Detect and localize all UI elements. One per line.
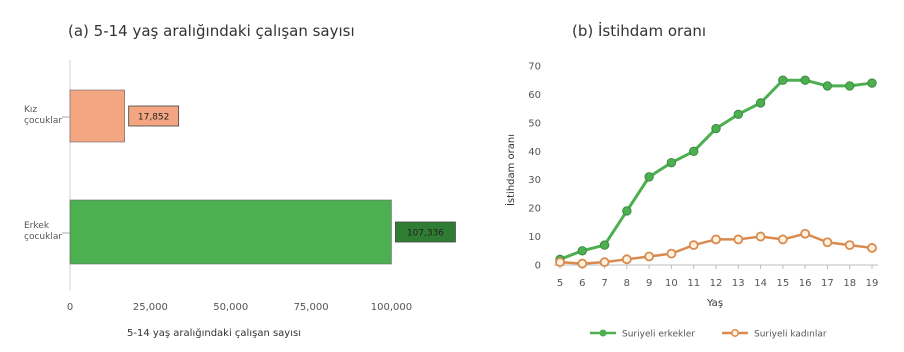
data-point-kadinlar xyxy=(777,234,788,245)
data-point-kadinlar xyxy=(867,243,877,253)
x-tick-label: 16 xyxy=(799,278,812,289)
y-tick-label: 40 xyxy=(528,147,541,158)
bar-erkek-cocuklar xyxy=(69,199,392,265)
category-label: çocuklar xyxy=(24,116,62,126)
data-point-erkekler xyxy=(733,109,743,120)
data-point-kadinlar xyxy=(688,240,699,251)
data-point-kadinlar xyxy=(733,234,744,245)
y-tick-label: 10 xyxy=(528,232,541,243)
x-tick-label: 25,000 xyxy=(133,302,168,313)
y-tick-label: 70 xyxy=(528,62,541,73)
data-point-erkekler xyxy=(845,81,855,91)
y-tick-label: 50 xyxy=(528,118,541,129)
bar-kiz-cocuklar xyxy=(69,89,125,143)
data-point-erkekler xyxy=(800,75,810,85)
line-chart-y-ticks: 0 10 20 30 40 50 60 70 xyxy=(528,62,541,272)
category-label: Erkek xyxy=(24,221,50,231)
data-point-erkekler xyxy=(689,146,699,156)
data-point-kadinlar xyxy=(666,248,677,259)
x-tick-label: 10 xyxy=(665,278,678,289)
data-point-erkekler xyxy=(711,123,721,134)
bar-chart-x-ticks: 0 25,000 50,000 75,000 100,000 xyxy=(67,302,412,313)
data-point-erkekler xyxy=(577,246,587,256)
data-label-box xyxy=(395,221,456,243)
x-tick-label: 9 xyxy=(646,278,652,289)
data-point-kadinlar xyxy=(644,251,655,262)
data-label: 107,336 xyxy=(407,229,444,239)
line-chart-y-axis-label: İstihdam oranı xyxy=(504,134,517,206)
category-label: çocuklar xyxy=(24,232,62,242)
line-chart-x-axis-label: Yaş xyxy=(706,298,723,309)
series-line-erkekler xyxy=(559,78,873,261)
category-label: Kız xyxy=(24,105,37,115)
data-point-erkekler xyxy=(755,98,766,108)
data-point-erkekler xyxy=(778,75,788,85)
x-tick-label: 18 xyxy=(843,278,856,289)
x-tick-label: 11 xyxy=(687,278,700,289)
data-label-group: 107,336 xyxy=(395,221,456,243)
data-point-kadinlar xyxy=(599,257,610,268)
line-chart-x-ticks: 5 6 7 8 9 10 11 12 13 14 15 16 17 18 19 xyxy=(557,265,879,289)
data-point-erkekler xyxy=(666,157,677,168)
bar-chart-x-axis-label: 5-14 yaş aralığındaki çalışan sayısı xyxy=(127,327,301,339)
data-point-erkekler xyxy=(644,172,654,182)
data-point-erkekler xyxy=(622,206,632,216)
data-point-kadinlar xyxy=(844,240,855,251)
x-tick-label: 100,000 xyxy=(371,302,412,313)
line-chart-panel: (b) İstihdam oranı 0 10 20 30 40 50 60 70 5 6 7 8 9… xyxy=(504,21,878,340)
data-label-box xyxy=(128,105,180,127)
data-point-erkekler xyxy=(867,78,877,88)
y-tick-label: 0 xyxy=(535,261,541,272)
y-tick-label: 20 xyxy=(528,204,541,215)
line-chart-series xyxy=(555,75,877,269)
x-tick-label: 12 xyxy=(710,278,723,289)
data-point-kadinlar xyxy=(822,237,833,248)
data-point-erkekler xyxy=(599,240,610,250)
line-chart-title: (b) İstihdam oranı xyxy=(572,21,706,40)
x-tick-label: 7 xyxy=(601,278,607,289)
x-tick-label: 75,000 xyxy=(294,302,329,313)
bar-chart-panel: (a) 5-14 yaş aralığındaki çalışan sayısı… xyxy=(24,22,456,339)
data-point-kadinlar xyxy=(755,231,766,242)
data-label: 17,852 xyxy=(138,113,170,123)
bar-chart-bars xyxy=(69,89,392,265)
x-tick-label: 13 xyxy=(732,278,745,289)
x-tick-label: 15 xyxy=(776,278,789,289)
data-point-erkekler xyxy=(822,81,833,91)
data-point-kadinlar xyxy=(577,258,588,269)
y-tick-label: 60 xyxy=(528,90,541,101)
line-chart-legend: Suriyeli erkekler Suriyeli kadınlar xyxy=(590,329,827,340)
bar-chart-title: (a) 5-14 yaş aralığındaki çalışan sayısı xyxy=(68,22,355,40)
legend-label-kadinlar: Suriyeli kadınlar xyxy=(754,330,827,340)
legend-swatch-marker-kadinlar xyxy=(731,329,739,337)
x-tick-label: 14 xyxy=(754,278,767,289)
x-tick-label: 8 xyxy=(624,278,630,289)
x-tick-label: 17 xyxy=(821,278,834,289)
x-tick-label: 6 xyxy=(579,278,585,289)
x-tick-label: 50,000 xyxy=(213,302,248,313)
x-tick-label: 5 xyxy=(557,278,563,289)
y-tick-label: 30 xyxy=(528,175,541,186)
data-point-kadinlar xyxy=(621,254,632,265)
data-label-group: 17,852 xyxy=(128,105,180,127)
legend-swatch-marker-erkekler xyxy=(599,329,607,337)
bar-chart-data-labels: 17,852 107,336 xyxy=(128,105,456,243)
data-point-kadinlar xyxy=(800,228,811,239)
data-point-kadinlar xyxy=(711,234,721,245)
x-tick-label: 19 xyxy=(866,278,879,289)
x-tick-label: 0 xyxy=(67,302,73,313)
data-point-kadinlar xyxy=(555,257,565,268)
legend-label-erkekler: Suriyeli erkekler xyxy=(622,330,695,340)
